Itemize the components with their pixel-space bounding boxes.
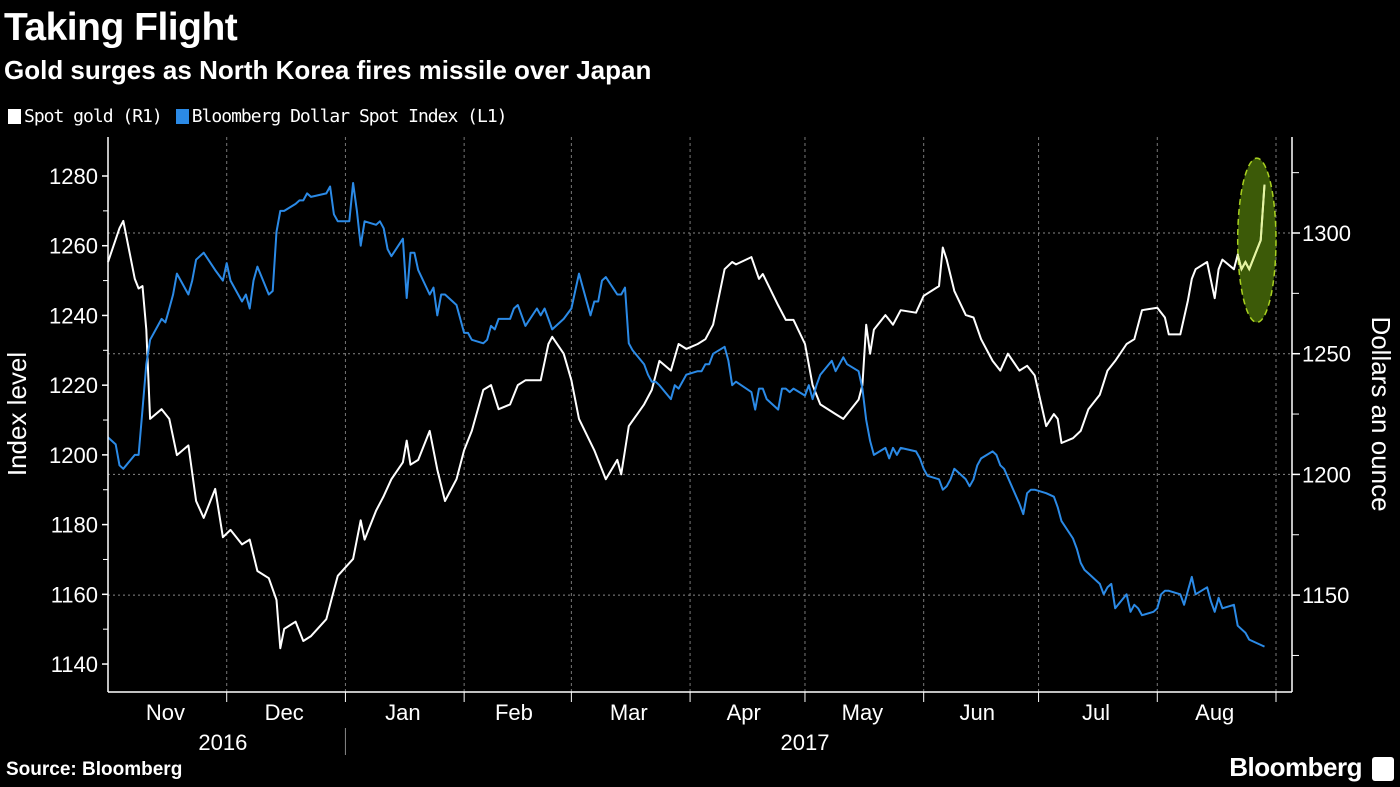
- x-axis-tick-label: May: [842, 700, 884, 725]
- y-axis-left-tick-label: 1140: [51, 652, 98, 677]
- y-axis-right-tick-label: 1250: [1302, 342, 1351, 367]
- y-axis-left-tick-label: 1280: [49, 164, 98, 189]
- y-axis-left-tick-label: 1160: [51, 582, 98, 607]
- legend-label-gold: Spot gold (R1): [24, 106, 163, 127]
- legend-swatch-dollar: [175, 109, 189, 124]
- x-axis-tick-label: Feb: [495, 700, 533, 725]
- chart-title: Taking Flight: [4, 6, 238, 49]
- y-axis-left-label: Index level: [2, 352, 32, 476]
- legend-item-dollar: Bloomberg Dollar Spot Index (L1): [175, 106, 508, 127]
- series-lines: [107, 182, 1266, 650]
- x-axis-tick-label: Mar: [610, 700, 648, 725]
- source-note: Source: Bloomberg: [6, 759, 183, 780]
- highlight-annotation: [1236, 157, 1277, 324]
- x-axis-tick-label: Apr: [727, 700, 761, 725]
- series-line-dollar-index: [107, 182, 1265, 648]
- legend-swatch-gold: [8, 109, 21, 124]
- legend-label-dollar: Bloomberg Dollar Spot Index (L1): [191, 106, 508, 127]
- bloomberg-logo: Bloomberg: [1229, 752, 1362, 782]
- y-axis-left-tick-label: 1180: [51, 513, 98, 538]
- x-axis-tick-label: Jul: [1082, 700, 1110, 725]
- legend: Spot gold (R1) Bloomberg Dollar Spot Ind…: [8, 106, 507, 127]
- gridlines: [108, 137, 1292, 692]
- series-line-gold-highlighted: [1236, 184, 1266, 272]
- y-axis-left-tick-label: 1200: [49, 443, 98, 468]
- y-axis-left-tick-label: 1260: [49, 234, 98, 259]
- y-axis-left-tick-label: 1240: [49, 303, 98, 328]
- axes: 1150 1200 1250 1300 1140 1160 1180 1200 1220 1240…: [49, 137, 1351, 755]
- x-axis-tick-label: Nov: [146, 700, 185, 725]
- y-axis-right-tick-label: 1150: [1302, 583, 1349, 608]
- legend-item-gold: Spot gold (R1): [8, 106, 163, 127]
- x-axis-tick-label: Jun: [960, 700, 995, 725]
- bloomberg-chat-icon: [1372, 757, 1394, 781]
- chart-subtitle: Gold surges as North Korea fires missile…: [4, 55, 652, 85]
- y-axis-right-tick-label: 1200: [1302, 462, 1351, 487]
- x-axis-tick-label: Aug: [1195, 700, 1234, 725]
- y-axis-left-tick-label: 1220: [49, 373, 98, 398]
- x-axis-tick-label: Jan: [385, 700, 420, 725]
- x-axis-year-label: 2016: [198, 730, 247, 755]
- highlight-ellipse: [1236, 157, 1277, 324]
- series-line-spot-gold: [107, 184, 1266, 650]
- x-axis-year-label: 2017: [780, 730, 829, 755]
- x-axis-tick-label: Dec: [265, 700, 304, 725]
- y-axis-right-label: Dollars an ounce: [1366, 316, 1396, 511]
- y-axis-right-tick-label: 1300: [1302, 221, 1351, 246]
